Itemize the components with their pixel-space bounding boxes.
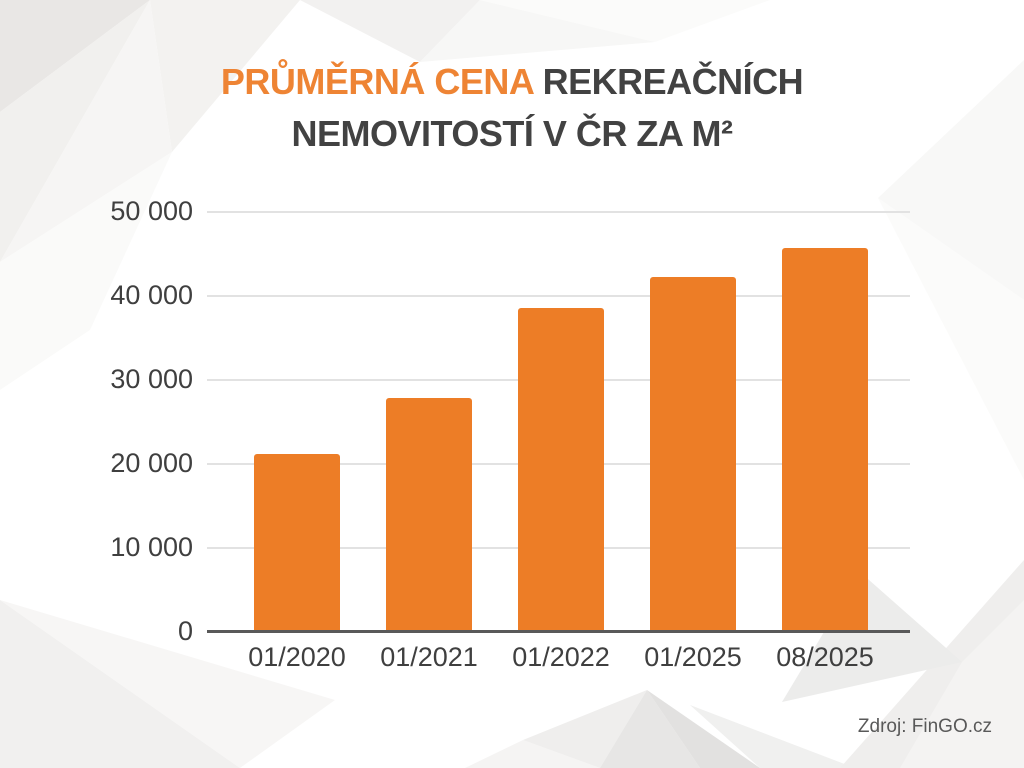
y-tick-label-30000: 30 000	[110, 364, 193, 394]
gridline-50000	[207, 211, 910, 213]
bar-01-2025	[650, 277, 736, 632]
chart-title-rest: REKREAČNÍCH	[542, 61, 804, 102]
x-tick-label-08-2025: 08/2025	[776, 642, 874, 672]
x-tick-label-01-2021: 01/2021	[380, 642, 478, 672]
chart-title-line2: NEMOVITOSTÍ V ČR ZA M²	[291, 113, 733, 154]
source-credit: Zdroj: FinGO.cz	[857, 716, 992, 737]
chart-title: PRŮMĚRNÁ CENA REKREAČNÍCH NEMOVITOSTÍ V …	[0, 56, 1024, 160]
y-tick-label-10000: 10 000	[110, 532, 193, 562]
bar-08-2025	[782, 248, 868, 632]
bar-01-2020	[254, 454, 340, 632]
x-tick-label-01-2022: 01/2022	[512, 642, 610, 672]
y-tick-label-20000: 20 000	[110, 448, 193, 478]
y-tick-label-0: 0	[177, 616, 193, 646]
baseline	[207, 630, 910, 633]
y-tick-label-40000: 40 000	[110, 280, 193, 310]
bar-01-2021	[386, 398, 472, 632]
y-tick-label-50000: 50 000	[110, 196, 193, 226]
bar-01-2022	[518, 308, 604, 632]
gridline-40000	[207, 295, 910, 297]
x-tick-label-01-2025: 01/2025	[644, 642, 742, 672]
chart-title-highlight: PRŮMĚRNÁ CENA	[220, 61, 534, 102]
chart-title-line1: PRŮMĚRNÁ CENA REKREAČNÍCH	[220, 61, 804, 102]
x-tick-label-01-2020: 01/2020	[248, 642, 346, 672]
